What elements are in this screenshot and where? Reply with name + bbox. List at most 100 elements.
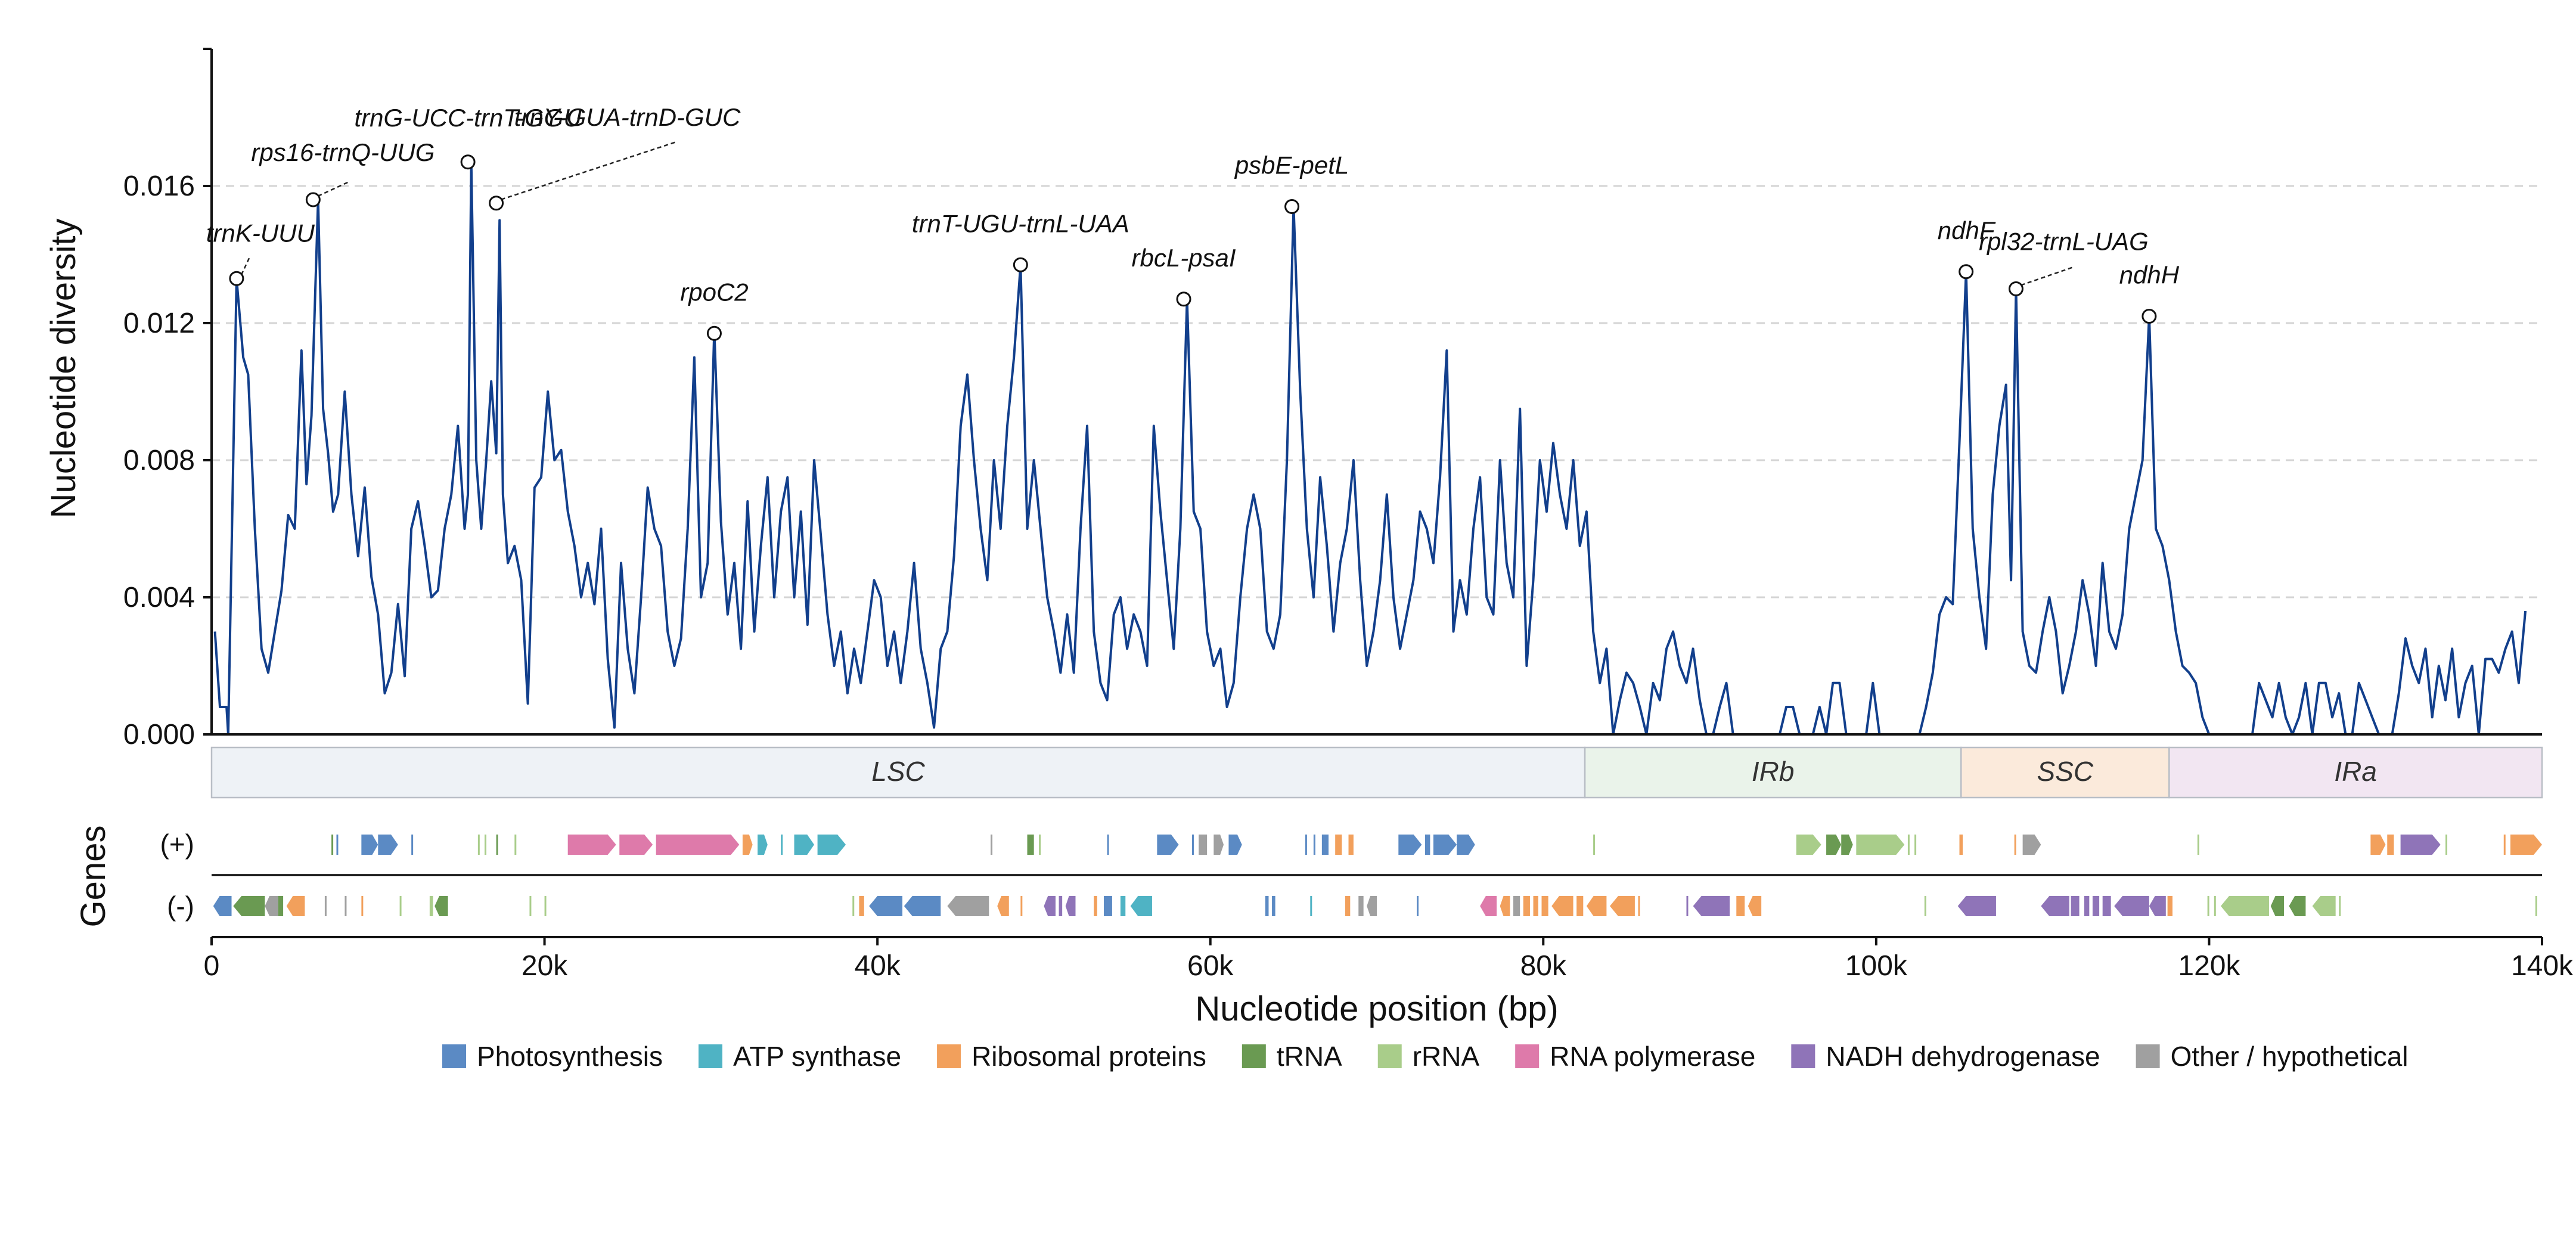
gene-minus: [1065, 896, 1076, 916]
gene-minus: [1345, 896, 1351, 916]
gene-plus: [485, 835, 487, 855]
region-bar: LSC IRb SSC IRa: [210, 746, 2543, 799]
x-tick-label: 140k: [2511, 950, 2574, 982]
peak-label: trnK-UUU: [206, 219, 315, 247]
x-tick-label: 80k: [1520, 950, 1567, 982]
gene-plus: [1457, 835, 1475, 855]
gene-plus: [991, 835, 993, 855]
gene-plus: [361, 835, 378, 855]
region-label: IRb: [1752, 756, 1795, 787]
gene-minus: [1610, 896, 1635, 916]
gene-minus: [2220, 896, 2269, 916]
gene-plus: [378, 835, 398, 855]
legend-label: ATP synthase: [733, 1041, 901, 1072]
peak-marker: [489, 196, 504, 211]
gene-plus: [2370, 835, 2386, 855]
gene-minus: [2041, 896, 2069, 916]
legend-label: Ribosomal proteins: [972, 1041, 1206, 1072]
gene-minus: [278, 896, 284, 916]
gene-plus: [2387, 835, 2394, 855]
gene-minus: [1523, 896, 1530, 916]
peak-marker: [2008, 281, 2023, 296]
gene-plus: [1199, 835, 1208, 855]
gene-minus: [344, 896, 347, 916]
peak-marker: [1959, 264, 1974, 280]
x-tick-label: 120k: [2178, 950, 2240, 982]
y-tick-label: 0.012: [123, 308, 195, 339]
gene-minus: [529, 896, 532, 916]
legend-swatch: [1791, 1044, 1815, 1068]
gene-minus: [2092, 896, 2100, 916]
legend-swatch: [937, 1044, 961, 1068]
peak-label: rbcL-psaI: [1131, 244, 1236, 272]
gene-minus: [429, 896, 433, 916]
gene-minus: [2312, 896, 2336, 916]
legend-swatch: [698, 1044, 722, 1068]
peak-label: trnT-UGU-trnL-UAA: [912, 209, 1129, 237]
gene-minus: [1736, 896, 1745, 916]
gene-plus: [619, 835, 653, 855]
peak-leader-line: [240, 256, 251, 275]
legend-swatch: [442, 1044, 466, 1068]
peak-marker: [1176, 291, 1191, 307]
gene-tracks: [212, 835, 2542, 916]
legend-label: NADH dehydrogenase: [1826, 1041, 2100, 1072]
x-tick-label: 0: [204, 950, 220, 982]
gene-plus: [331, 835, 334, 855]
peak-marker: [1013, 257, 1028, 272]
gene-minus: [2535, 896, 2537, 916]
gene-plus: [1856, 835, 1905, 855]
gene-plus: [656, 835, 740, 855]
gene-minus: [1120, 896, 1126, 916]
y-tick-label: 0.004: [123, 582, 195, 613]
gene-plus: [817, 835, 846, 855]
gene-minus: [1541, 896, 1548, 916]
gene-minus: [1367, 896, 1377, 916]
y-tick-label: 0.000: [123, 719, 195, 750]
gene-plus: [1398, 835, 1422, 855]
gene-plus: [1914, 835, 1917, 855]
gene-plus: [1039, 835, 1041, 855]
gene-minus: [2102, 896, 2111, 916]
peak-label: rps16-trnQ-UUG: [251, 138, 434, 166]
gene-minus: [361, 896, 364, 916]
gene-plus: [2510, 835, 2542, 855]
gene-minus: [1103, 896, 1112, 916]
gene-minus: [544, 896, 547, 916]
gene-plus: [781, 835, 783, 855]
legend-label: Other / hypothetical: [2171, 1041, 2409, 1072]
x-tick-label: 100k: [1845, 950, 1908, 982]
gene-plus: [1107, 835, 1109, 855]
gene-plus: [1424, 835, 1430, 855]
x-tick-label: 40k: [854, 950, 901, 982]
gene-plus: [794, 835, 815, 855]
peak-marker: [460, 154, 476, 170]
gene-minus: [233, 896, 265, 916]
gene-minus: [2167, 896, 2172, 916]
gene-minus: [997, 896, 1009, 916]
gene-plus: [1959, 835, 1963, 855]
legend-label: tRNA: [1277, 1041, 1342, 1072]
gene-minus: [2084, 896, 2090, 916]
peak-marker: [1284, 199, 1300, 214]
genes-axis-title: Genes: [74, 826, 113, 928]
gene-plus: [1191, 835, 1194, 855]
gene-minus: [1310, 896, 1312, 916]
gene-plus: [411, 835, 414, 855]
peak-marker: [706, 325, 722, 341]
region-ira: [2168, 746, 2543, 799]
gene-minus: [1358, 896, 1364, 916]
gene-minus: [1686, 896, 1689, 916]
gene-minus: [852, 896, 855, 916]
gene-plus: [1593, 835, 1596, 855]
gene-plus: [2400, 835, 2441, 855]
gene-minus: [2270, 896, 2285, 916]
gene-minus: [2214, 896, 2216, 916]
legend-label: rRNA: [1413, 1041, 1480, 1072]
gene-plus: [1796, 835, 1821, 855]
gene-minus: [2289, 896, 2306, 916]
gene-minus: [1638, 896, 1640, 916]
gene-minus: [904, 896, 941, 916]
diversity-line: [213, 160, 2527, 736]
